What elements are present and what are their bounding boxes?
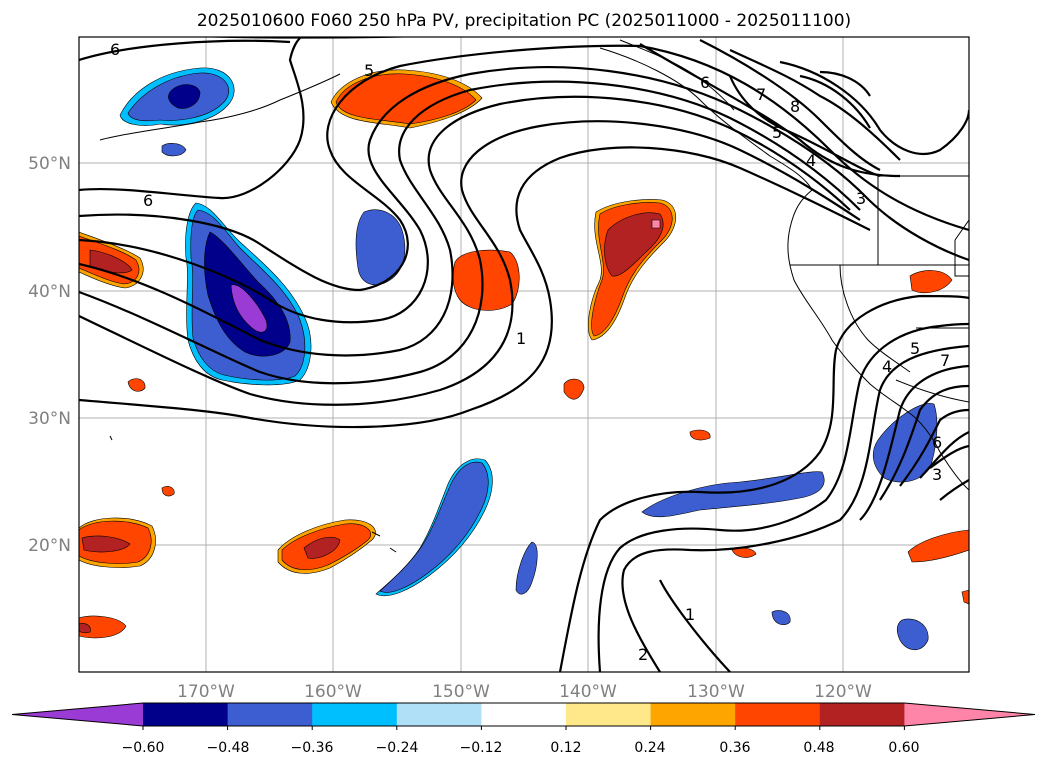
colorbar-segment bbox=[143, 703, 229, 726]
colorbar-segment bbox=[396, 703, 482, 726]
colorbar-segment bbox=[735, 703, 821, 726]
contour-label: 4 bbox=[806, 151, 816, 170]
colorbar-extend-min bbox=[12, 703, 143, 726]
contour-label: 4 bbox=[882, 357, 892, 376]
pv-contours bbox=[79, 37, 969, 672]
colorbar-extend-max bbox=[904, 703, 1035, 726]
contour-label: 2 bbox=[638, 645, 648, 664]
map-frame bbox=[78, 36, 970, 673]
colorbar bbox=[11, 702, 1036, 730]
contour-label: 3 bbox=[856, 189, 866, 208]
contour-label: 3 bbox=[932, 465, 942, 484]
colorbar-tick-label: 0.36 bbox=[719, 740, 750, 756]
lon-tick-label: 160°W bbox=[304, 682, 362, 702]
colorbar-tick-label: −0.48 bbox=[207, 740, 250, 756]
contour-label: 5 bbox=[772, 123, 782, 142]
colorbar-tick-label: −0.12 bbox=[460, 740, 503, 756]
colorbar-tick-label: −0.60 bbox=[122, 740, 165, 756]
lat-tick-label: 30°N bbox=[28, 409, 71, 429]
lon-tick-label: 120°W bbox=[814, 682, 872, 702]
contour-label: 7 bbox=[940, 351, 950, 370]
contour-label: 1 bbox=[516, 329, 526, 348]
colorbar-tick-label: 0.12 bbox=[550, 740, 581, 756]
map-panel: 6 6 6 5 7 8 5 4 3 1 1 2 5 4 7 6 3 bbox=[78, 36, 970, 673]
contour-label: 6 bbox=[110, 40, 120, 59]
lon-tick-label: 130°W bbox=[687, 682, 745, 702]
colorbar-tick-label: −0.36 bbox=[291, 740, 334, 756]
pv-contour-labels: 6 6 6 5 7 8 5 4 3 1 1 2 5 4 7 6 3 bbox=[110, 40, 950, 664]
lat-tick-label: 40°N bbox=[28, 282, 71, 302]
colorbar-segment bbox=[650, 703, 736, 726]
lon-tick-label: 140°W bbox=[559, 682, 617, 702]
contour-label: 5 bbox=[910, 339, 920, 358]
contour-label: 7 bbox=[756, 85, 766, 104]
contour-label: 6 bbox=[700, 73, 710, 92]
contour-label: 1 bbox=[685, 605, 695, 624]
colorbar-segment bbox=[312, 703, 398, 726]
colorbar-segment bbox=[819, 703, 905, 726]
colorbar-tick-label: 0.24 bbox=[634, 740, 665, 756]
colorbar-tick-label: −0.24 bbox=[376, 740, 419, 756]
colorbar-tick-label: 0.60 bbox=[888, 740, 919, 756]
lon-tick-label: 150°W bbox=[432, 682, 490, 702]
lat-tick-labels: 50°N 40°N 30°N 20°N bbox=[28, 154, 71, 556]
contour-label: 6 bbox=[932, 433, 942, 452]
lon-tick-labels: 170°W 160°W 150°W 140°W 130°W 120°W bbox=[177, 682, 872, 702]
contour-label: 6 bbox=[143, 191, 153, 210]
colorbar-tick-labels: −0.60 −0.48 −0.36 −0.24 −0.12 0.12 0.24 … bbox=[122, 740, 920, 756]
contour-label: 5 bbox=[364, 61, 374, 80]
plot-title: 2025010600 F060 250 hPa PV, precipitatio… bbox=[197, 11, 851, 31]
colorbar-segment bbox=[227, 703, 313, 726]
colorbar-segment bbox=[566, 703, 652, 726]
lat-tick-label: 50°N bbox=[28, 154, 71, 174]
contour-label: 8 bbox=[790, 97, 800, 116]
colorbar-segment bbox=[481, 703, 567, 726]
colorbar-tick-label: 0.48 bbox=[803, 740, 834, 756]
lon-tick-label: 170°W bbox=[177, 682, 235, 702]
lat-tick-label: 20°N bbox=[28, 536, 71, 556]
